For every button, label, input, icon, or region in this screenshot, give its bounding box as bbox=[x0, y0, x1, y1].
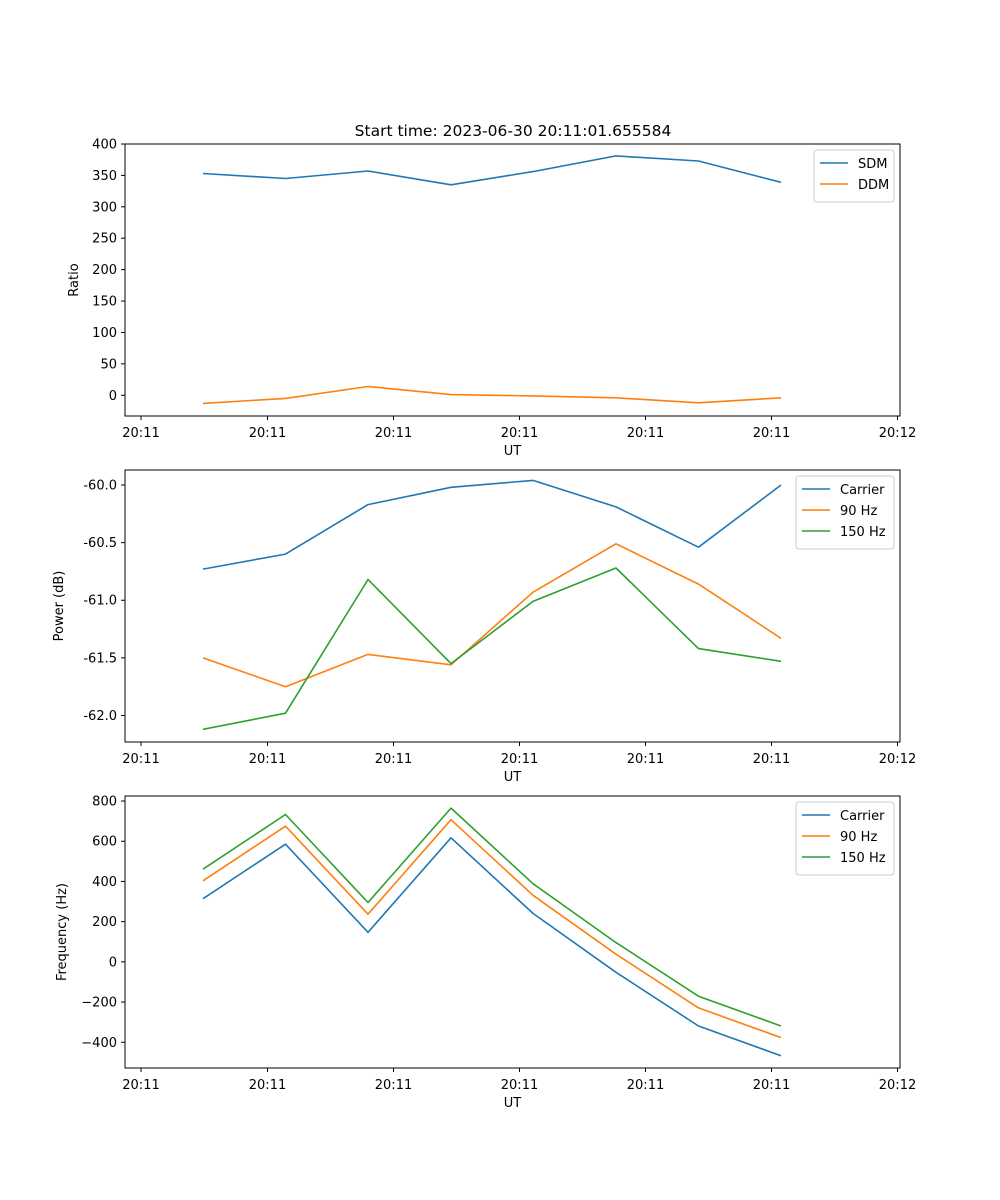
y-tick-label: 400 bbox=[92, 138, 117, 153]
y-tick-label: 200 bbox=[92, 263, 117, 278]
series-line-150-hz bbox=[202, 567, 782, 731]
chart-title: Start time: 2023-06-30 20:11:01.655584 bbox=[355, 122, 672, 140]
legend-label: 150 Hz bbox=[840, 851, 886, 866]
y-tick-label: 100 bbox=[92, 326, 117, 341]
x-tick-label: 20:12 bbox=[879, 1078, 916, 1093]
legend-label: 150 Hz bbox=[840, 525, 886, 540]
y-tick-label: 200 bbox=[92, 915, 117, 930]
chart-panel-1: 0 50 100 150 200 250 300 350 400 20:11 20:11 20:11 2… bbox=[67, 138, 916, 460]
y-tick-label: 400 bbox=[92, 875, 117, 890]
chart-panel-3: −400 −200 0 200 400 600 800 20:11 20:11 20:11 20:1… bbox=[55, 795, 916, 1111]
legend-label: SDM bbox=[858, 157, 887, 172]
x-tick-label: 20:11 bbox=[501, 752, 538, 767]
y-tick-label: 50 bbox=[100, 357, 117, 372]
x-tick-label: 20:11 bbox=[501, 426, 538, 441]
x-axis-label: UT bbox=[504, 770, 522, 785]
axes-frame bbox=[124, 795, 901, 1069]
series-line-90-hz bbox=[202, 542, 782, 688]
axes-frame bbox=[124, 469, 901, 743]
x-tick-label: 20:11 bbox=[753, 1078, 790, 1093]
x-tick-label: 20:11 bbox=[501, 1078, 538, 1093]
series-line-carrier bbox=[202, 479, 782, 570]
y-tick-label: −400 bbox=[81, 1036, 117, 1051]
x-tick-label: 20:11 bbox=[375, 752, 412, 767]
x-tick-label: 20:11 bbox=[375, 426, 412, 441]
y-tick-label: 800 bbox=[92, 795, 117, 810]
y-axis-label: Ratio bbox=[67, 263, 82, 296]
y-tick-label: −200 bbox=[81, 996, 117, 1011]
series-line-150-hz bbox=[202, 807, 782, 1027]
y-axis-label: Power (dB) bbox=[52, 571, 67, 642]
x-tick-label: 20:12 bbox=[879, 752, 916, 767]
y-tick-label: -61.0 bbox=[83, 594, 117, 609]
x-tick-label: 20:12 bbox=[879, 426, 916, 441]
series-line-carrier bbox=[202, 836, 782, 1057]
series-line-sdm bbox=[202, 155, 782, 186]
legend: Carrier 90 Hz 150 Hz bbox=[795, 801, 895, 876]
x-tick-label: 20:11 bbox=[249, 426, 286, 441]
y-tick-label: 150 bbox=[92, 295, 117, 310]
x-tick-label: 20:11 bbox=[627, 1078, 664, 1093]
series-line-ddm bbox=[202, 385, 782, 405]
y-tick-label: 250 bbox=[92, 232, 117, 247]
axes-frame bbox=[124, 143, 901, 417]
y-tick-label: -61.5 bbox=[83, 651, 117, 666]
chart-panel-2: -62.0 -61.5 -61.0 -60.5 -60.0 20:11 20:11 20:11… bbox=[52, 469, 916, 785]
panels: 0 50 100 150 200 250 300 350 400 20:11 20:11 20:11 2… bbox=[52, 138, 916, 1112]
x-tick-label: 20:11 bbox=[375, 1078, 412, 1093]
x-tick-label: 20:11 bbox=[753, 752, 790, 767]
legend: SDM DDM bbox=[813, 149, 895, 203]
x-axis-label: UT bbox=[504, 444, 522, 459]
x-axis-label: UT bbox=[504, 1096, 522, 1111]
legend-label: 90 Hz bbox=[840, 504, 877, 519]
y-tick-label: -60.0 bbox=[83, 478, 117, 493]
y-tick-label: 0 bbox=[109, 389, 117, 404]
y-axis-label: Frequency (Hz) bbox=[55, 883, 70, 981]
x-tick-label: 20:11 bbox=[627, 752, 664, 767]
x-tick-label: 20:11 bbox=[122, 1078, 159, 1093]
y-tick-label: 600 bbox=[92, 835, 117, 850]
y-tick-label: 350 bbox=[92, 169, 117, 184]
y-tick-label: 300 bbox=[92, 200, 117, 215]
legend-label: DDM bbox=[858, 178, 889, 193]
legend-label: Carrier bbox=[840, 809, 885, 824]
x-tick-label: 20:11 bbox=[249, 752, 286, 767]
legend: Carrier 90 Hz 150 Hz bbox=[795, 475, 895, 550]
x-tick-label: 20:11 bbox=[627, 426, 664, 441]
y-tick-label: -62.0 bbox=[83, 709, 117, 724]
y-tick-label: 0 bbox=[109, 955, 117, 970]
series-line-90-hz bbox=[202, 818, 782, 1039]
x-tick-label: 20:11 bbox=[249, 1078, 286, 1093]
x-tick-label: 20:11 bbox=[122, 426, 159, 441]
x-tick-label: 20:11 bbox=[753, 426, 790, 441]
x-tick-label: 20:11 bbox=[122, 752, 159, 767]
y-tick-label: -60.5 bbox=[83, 536, 117, 551]
legend-label: 90 Hz bbox=[840, 830, 877, 845]
legend-label: Carrier bbox=[840, 483, 885, 498]
